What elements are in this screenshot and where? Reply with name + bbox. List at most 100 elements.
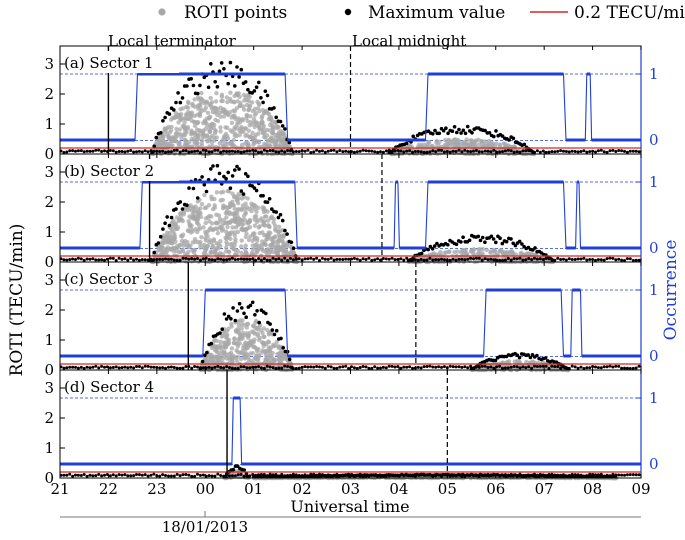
max-value-point bbox=[185, 203, 189, 207]
x-axis-title: Universal time bbox=[290, 497, 409, 516]
max-value-point bbox=[230, 366, 234, 370]
max-value-point bbox=[187, 150, 191, 154]
max-value-point bbox=[228, 60, 233, 65]
roti-point bbox=[218, 239, 223, 244]
max-value-point bbox=[248, 366, 252, 370]
max-value-point bbox=[169, 150, 173, 154]
max-value-point bbox=[254, 258, 258, 262]
max-value-point bbox=[254, 188, 259, 193]
roti-point bbox=[265, 209, 270, 214]
roti-point bbox=[219, 92, 225, 98]
max-value-point bbox=[259, 150, 263, 154]
max-value-point bbox=[364, 149, 368, 153]
max-value-point bbox=[535, 353, 539, 358]
max-value-point bbox=[259, 366, 263, 370]
max-value-point bbox=[246, 87, 250, 92]
y-tick-label: 3 bbox=[44, 55, 54, 73]
max-value-point bbox=[506, 257, 510, 260]
roti-point bbox=[192, 237, 198, 242]
max-value-point bbox=[492, 148, 496, 152]
panel-label: (c) Sector 3 bbox=[64, 270, 153, 288]
roti-point bbox=[213, 247, 218, 252]
roti-point bbox=[241, 107, 247, 112]
roti-point bbox=[214, 354, 219, 360]
max-value-point bbox=[588, 258, 592, 261]
roti-point bbox=[250, 130, 255, 136]
max-value-point bbox=[373, 150, 377, 154]
max-value-point bbox=[318, 365, 321, 369]
max-value-point bbox=[576, 257, 580, 261]
max-value-point bbox=[611, 365, 615, 369]
max-value-point bbox=[215, 85, 220, 89]
roti-point bbox=[265, 218, 271, 223]
roti-point bbox=[239, 238, 244, 243]
max-value-point bbox=[530, 366, 534, 370]
max-value-point bbox=[454, 150, 458, 153]
max-value-point bbox=[158, 257, 162, 261]
max-value-point bbox=[176, 91, 180, 95]
roti-point bbox=[199, 235, 204, 240]
max-value-point bbox=[312, 365, 316, 369]
max-value-point bbox=[585, 366, 589, 370]
max-value-point bbox=[198, 83, 202, 88]
roti-point bbox=[209, 140, 215, 145]
roti-point bbox=[224, 125, 230, 130]
max-value-point bbox=[347, 257, 351, 261]
max-value-point bbox=[245, 366, 249, 370]
roti-point bbox=[198, 206, 203, 211]
max-value-point bbox=[143, 149, 147, 153]
max-value-point bbox=[210, 366, 214, 370]
max-value-point bbox=[498, 150, 502, 154]
max-value-point bbox=[239, 257, 243, 261]
max-value-point bbox=[280, 258, 284, 262]
max-value-point bbox=[193, 149, 197, 153]
max-value-point bbox=[498, 364, 502, 368]
max-value-point bbox=[196, 257, 199, 260]
max-value-point bbox=[97, 366, 101, 370]
max-value-point bbox=[512, 257, 516, 261]
max-value-point bbox=[201, 366, 205, 370]
max-value-point bbox=[634, 366, 638, 370]
max-value-point bbox=[94, 148, 98, 152]
max-value-point bbox=[65, 150, 69, 154]
roti-point bbox=[184, 112, 189, 117]
max-value-point bbox=[237, 75, 241, 79]
max-value-point bbox=[573, 150, 577, 153]
roti-point bbox=[283, 248, 289, 253]
max-value-point bbox=[323, 150, 327, 154]
roti-point bbox=[257, 335, 263, 341]
max-value-point bbox=[373, 365, 377, 369]
roti-point bbox=[261, 126, 266, 131]
max-value-point bbox=[294, 150, 298, 153]
y2-tick-label: 1 bbox=[649, 173, 659, 191]
roti-point bbox=[214, 135, 219, 140]
roti-point bbox=[226, 326, 231, 331]
max-value-point bbox=[175, 148, 179, 152]
roti-point bbox=[164, 126, 169, 131]
max-value-point bbox=[172, 148, 176, 152]
roti-point bbox=[499, 248, 504, 253]
max-value-point bbox=[451, 365, 455, 369]
max-value-point bbox=[413, 258, 417, 262]
max-value-point bbox=[567, 366, 571, 370]
roti-point bbox=[250, 100, 255, 105]
roti-point bbox=[239, 207, 244, 213]
roti-point bbox=[235, 120, 240, 125]
max-value-point bbox=[274, 367, 278, 370]
roti-point bbox=[196, 120, 201, 125]
max-value-point bbox=[254, 149, 258, 153]
max-value-point bbox=[215, 163, 220, 168]
max-value-point bbox=[297, 150, 301, 154]
roti-point bbox=[173, 135, 179, 140]
max-value-point bbox=[332, 366, 336, 370]
max-value-point bbox=[271, 256, 275, 260]
max-value-point bbox=[352, 256, 356, 260]
legend-roti-points-marker bbox=[158, 8, 166, 16]
roti-point bbox=[266, 230, 271, 235]
max-value-point bbox=[335, 366, 339, 370]
roti-point bbox=[202, 356, 208, 361]
roti-point bbox=[275, 352, 280, 357]
max-value-point bbox=[437, 148, 441, 152]
roti-point bbox=[249, 208, 254, 214]
roti-point bbox=[464, 137, 469, 142]
